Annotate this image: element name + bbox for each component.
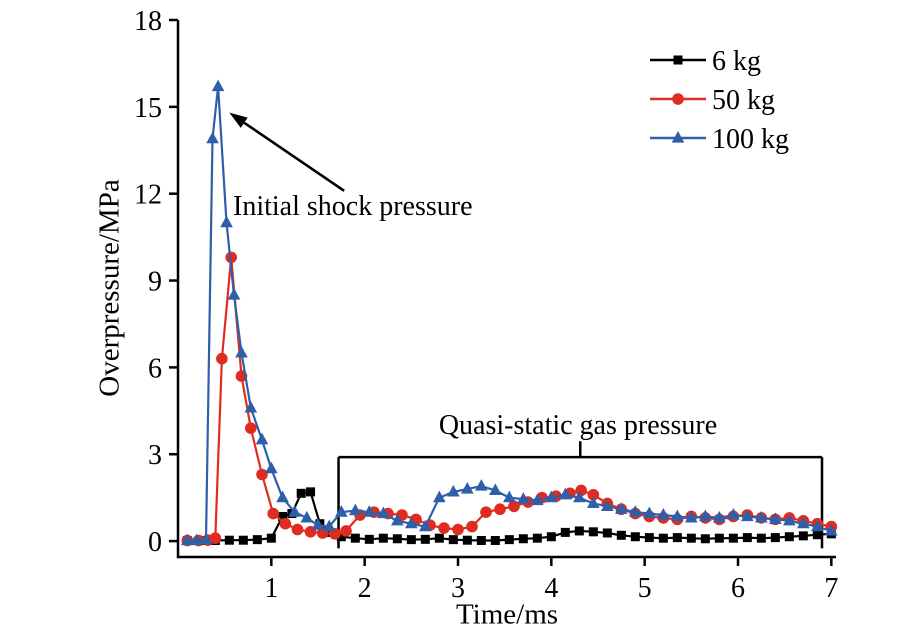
svg-text:6: 6 (148, 353, 162, 384)
legend-sample-6-kg (650, 55, 706, 65)
x-axis-label: Time/ms (455, 598, 559, 631)
svg-text:6: 6 (731, 573, 745, 604)
svg-text:18: 18 (134, 6, 162, 37)
legend-sample-50-kg (650, 93, 706, 105)
legend-sample-100-kg (650, 131, 706, 143)
annotation-quasi-static-gas-pressure: Quasi-static gas pressure (438, 410, 718, 441)
series-100-kg (181, 79, 838, 546)
svg-text:4: 4 (544, 573, 558, 604)
shock-pressure-arrow (229, 112, 345, 192)
axes (169, 18, 836, 566)
legend-label-50kg: 50 kg (712, 85, 775, 116)
svg-text:1: 1 (264, 573, 278, 604)
svg-text:0: 0 (148, 527, 162, 558)
legend-label-100kg: 100 kg (712, 124, 789, 155)
svg-text:2: 2 (358, 573, 372, 604)
y-axis-label: Overpressure/MPa (93, 179, 126, 397)
svg-text:3: 3 (148, 440, 162, 471)
legend-label-6kg: 6 kg (712, 46, 761, 77)
svg-text:12: 12 (134, 180, 162, 211)
svg-text:3: 3 (451, 573, 465, 604)
annotation-initial-shock-pressure: Initial shock pressure (233, 191, 473, 222)
svg-text:7: 7 (824, 573, 838, 604)
svg-text:9: 9 (148, 267, 162, 298)
svg-text:5: 5 (638, 573, 652, 604)
svg-text:15: 15 (134, 93, 162, 124)
